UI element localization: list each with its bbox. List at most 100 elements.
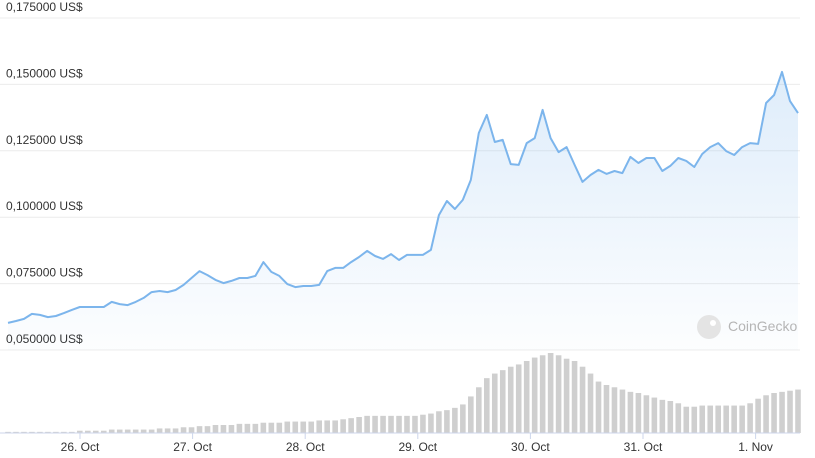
volume-bar: [236, 423, 243, 433]
volume-bar: [547, 353, 554, 433]
volume-bar: [29, 431, 35, 433]
volume-bar: [444, 410, 450, 433]
volume-bar: [228, 425, 235, 433]
volume-bar: [579, 366, 586, 433]
volume-bar: [300, 421, 307, 433]
x-tick-label: 31. Oct: [624, 440, 663, 454]
volume-bar: [715, 405, 721, 433]
volume-bar: [45, 431, 51, 433]
volume-bar: [619, 389, 626, 433]
volume-bar: [308, 421, 315, 433]
volume-bar: [69, 431, 75, 433]
volume-bar: [92, 430, 99, 433]
volume-bar: [683, 406, 690, 433]
volume-bar: [292, 421, 299, 433]
volume-bar: [276, 422, 283, 433]
volume-bar: [380, 415, 386, 433]
volume-bar: [37, 431, 43, 433]
volume-bar: [491, 373, 498, 433]
volume-bar: [428, 413, 434, 433]
volume-bar: [372, 415, 378, 433]
volume-bar: [763, 395, 769, 433]
volume-bar: [731, 405, 737, 433]
volume-bar: [132, 429, 139, 433]
watermark-logo: [697, 315, 721, 339]
volume-bar: [116, 429, 123, 433]
volume-bar: [460, 404, 466, 433]
volume-bar: [707, 405, 714, 433]
volume-bar: [515, 364, 522, 433]
volume-bar: [220, 425, 227, 433]
volume-bar: [795, 389, 801, 433]
volume-bar: [420, 414, 426, 433]
volume-bar: [483, 378, 490, 433]
x-tick-label: 27. Oct: [173, 440, 212, 454]
watermark-logo-eye: [710, 320, 716, 326]
volume-bar: [180, 427, 187, 433]
volume-bar: [452, 407, 458, 433]
volume-bar: [85, 430, 91, 433]
volume-bar: [659, 399, 666, 433]
volume-bar: [77, 430, 83, 433]
y-tick-label: 0,150000 US$: [6, 66, 83, 80]
volume-bar: [244, 423, 251, 433]
volume-bar: [324, 420, 330, 433]
volume-bar: [699, 405, 706, 433]
volume-bar: [523, 361, 530, 433]
volume-bar: [188, 427, 195, 433]
volume-bar: [316, 420, 323, 433]
volume-bar: [675, 403, 682, 433]
volume-bar: [340, 419, 346, 433]
volume-bar: [507, 366, 514, 433]
y-tick-label: 0,100000 US$: [6, 199, 83, 213]
volume-bar: [555, 355, 562, 433]
volume-bar: [61, 431, 67, 433]
volume-bar: [787, 390, 793, 433]
volume-bar: [723, 405, 729, 433]
volume-bar: [356, 417, 362, 433]
volume-bar: [563, 358, 570, 433]
volume-bar: [172, 428, 179, 433]
volume-bar: [651, 397, 658, 433]
price-area: [8, 71, 798, 351]
volume-bar: [531, 357, 538, 433]
volume-bar: [260, 422, 267, 433]
x-tick-label: 28. Oct: [286, 440, 325, 454]
volume-bar: [595, 381, 602, 433]
volume-bar: [404, 415, 410, 433]
volume-bar: [100, 430, 107, 433]
volume-bar: [284, 421, 291, 433]
volume-bar: [212, 425, 219, 433]
watermark-text: CoinGecko: [728, 318, 797, 334]
volume-bar: [691, 406, 698, 433]
volume-bar: [755, 398, 761, 433]
volume-bar: [21, 431, 27, 433]
volume-bar: [611, 387, 618, 433]
volume-bar: [164, 428, 171, 433]
volume-bar: [364, 415, 370, 433]
volume-bar: [603, 385, 610, 433]
volume-bar: [771, 393, 777, 433]
x-tick-label: 29. Oct: [398, 440, 437, 454]
volume-bar: [739, 405, 745, 433]
volume-bar: [667, 401, 674, 433]
x-tick-label: 30. Oct: [511, 440, 550, 454]
watermark: CoinGecko: [697, 315, 797, 339]
volume-bar: [124, 429, 131, 433]
volume-bar: [252, 423, 259, 433]
volume-bar: [156, 428, 163, 433]
volume-bar: [388, 415, 394, 433]
volume-bar: [268, 422, 275, 433]
y-tick-label: 0,175000 US$: [6, 0, 83, 14]
volume-bar: [779, 391, 785, 433]
volume-bar: [13, 431, 19, 433]
volume-bar: [53, 431, 59, 433]
volume-bar: [587, 373, 594, 433]
volume-bar: [627, 391, 634, 433]
volume-bar: [412, 415, 418, 433]
y-tick-label: 0,125000 US$: [6, 133, 83, 147]
volume-bar: [747, 403, 753, 433]
volume-bar: [140, 429, 147, 433]
